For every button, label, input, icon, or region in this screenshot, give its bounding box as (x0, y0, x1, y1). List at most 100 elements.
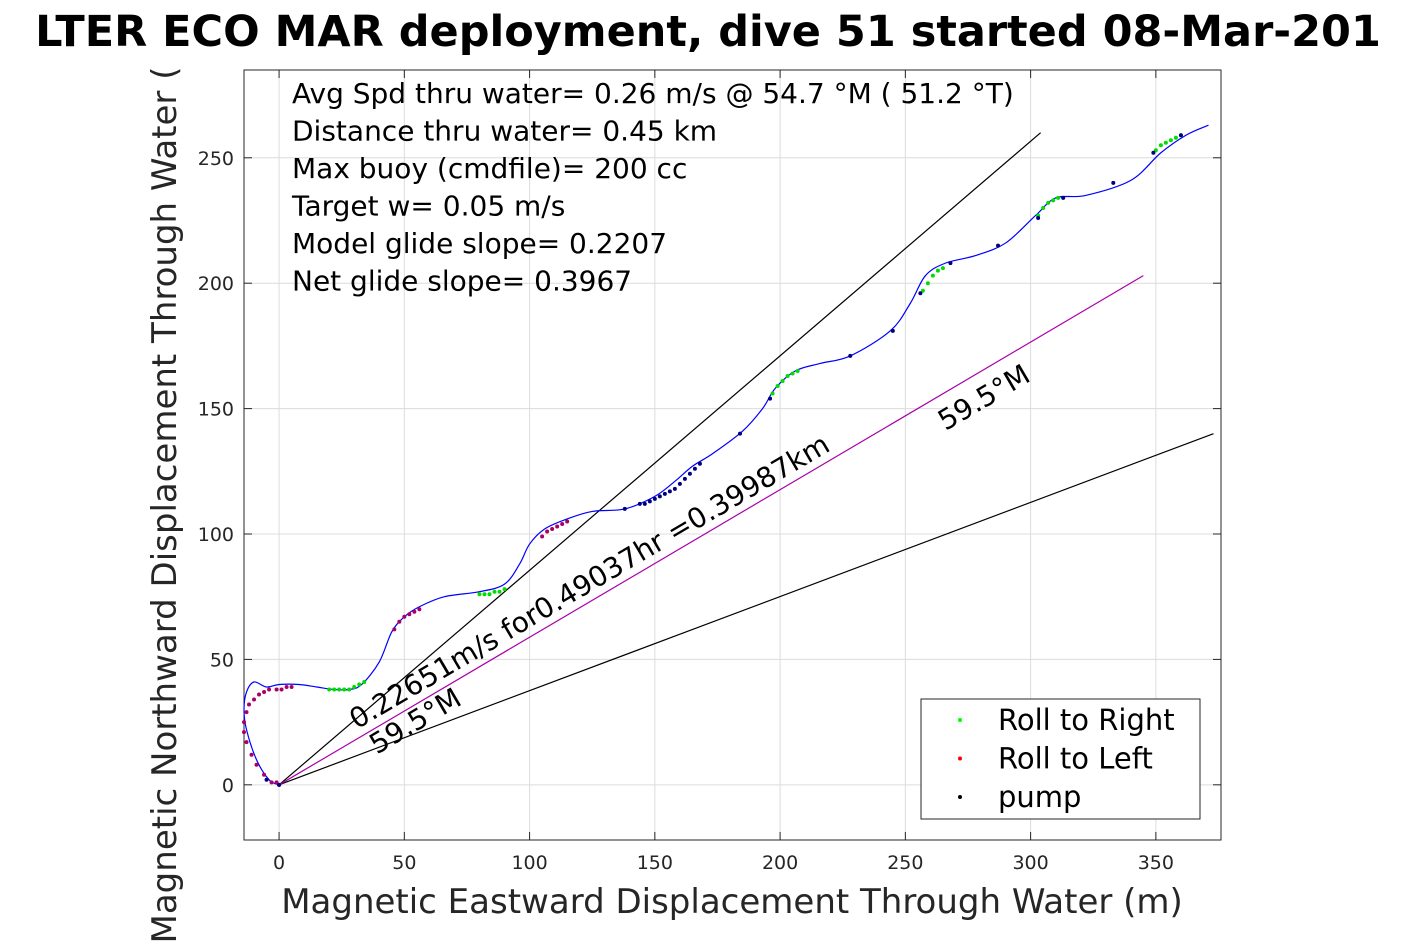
pump-point (1111, 180, 1116, 185)
pump-point (657, 494, 662, 499)
stat-line: Avg Spd thru water= 0.26 m/s @ 54.7 °M (… (292, 77, 1014, 110)
roll-to-right-point (337, 687, 342, 692)
annotation-label: 0.22651m/s for0.49037hr =0.39987km (344, 427, 836, 735)
pump-point (642, 501, 647, 506)
roll-to-right-point (357, 682, 362, 687)
roll-to-left-point (257, 692, 262, 697)
data-layer (242, 124, 1214, 787)
roll-to-right-point (502, 587, 507, 592)
legend-box (920, 698, 1201, 820)
y-axis-label: Magnetic Northward Displacement Through … (145, 67, 185, 944)
chart-title: LTER ECO MAR deployment, dive 51 started… (35, 7, 1381, 57)
pump-point (647, 499, 652, 504)
reference-line-2 (278, 433, 1214, 786)
stat-line: Distance thru water= 0.45 km (292, 115, 717, 148)
legend-entry: pump (998, 780, 1081, 814)
legend-marker (958, 718, 962, 722)
roll-to-right-point (770, 391, 775, 396)
legend-marker (958, 756, 962, 761)
roll-to-right-point (775, 384, 780, 389)
roll-to-right-point (790, 371, 795, 376)
x-tick-label: 200 (762, 852, 798, 874)
roll-to-left-point (242, 720, 246, 725)
roll-to-left-point (555, 524, 560, 529)
y-tick-label: 250 (198, 148, 234, 170)
roll-to-left-point (254, 762, 259, 767)
roll-to-left-point (244, 710, 249, 715)
pump-point (682, 476, 687, 481)
roll-to-left-point (249, 752, 254, 757)
pump-point (637, 501, 642, 506)
roll-to-left-point (244, 740, 249, 745)
pump-point (996, 243, 1001, 248)
legend: Roll to Right Roll to Left pump (920, 698, 1201, 820)
roll-to-left-point (565, 519, 570, 524)
roll-to-right-point (1158, 143, 1163, 148)
pump-point (692, 466, 697, 471)
roll-to-right-point (497, 589, 502, 594)
pump-point (697, 461, 702, 466)
pump-point (1151, 150, 1156, 155)
roll-to-right-point (780, 379, 785, 384)
roll-to-left-point (545, 529, 550, 534)
roll-to-left-point (247, 702, 252, 707)
roll-to-right-point (347, 687, 352, 692)
roll-to-left-point (289, 685, 294, 690)
pump-point (1061, 195, 1066, 200)
pump-point (1036, 215, 1041, 220)
roll-to-right-point (1051, 198, 1056, 203)
axes-box (243, 69, 1222, 841)
roll-to-right-point (477, 592, 482, 597)
y-tick-label: 0 (222, 775, 234, 797)
roll-to-left-point (269, 780, 274, 785)
glider-track-line (243, 124, 1209, 786)
roll-to-right-point (332, 687, 337, 692)
y-tick-label: 100 (198, 524, 234, 546)
roll-to-right-point (482, 592, 487, 597)
pump-point (277, 782, 282, 787)
roll-to-right-point (487, 592, 492, 597)
roll-to-right-point (1153, 148, 1158, 153)
legend-entry: Roll to Right (998, 703, 1175, 737)
pump-point (652, 496, 657, 501)
y-tick-label: 200 (198, 273, 234, 295)
x-tick-label: 150 (637, 852, 673, 874)
roll-to-right-point (785, 373, 790, 378)
x-tick-label: 50 (392, 852, 416, 874)
stat-line: Max buoy (cmdfile)= 200 cc (292, 152, 687, 185)
pump-point (662, 491, 667, 496)
roll-to-right-point (795, 368, 800, 373)
roll-to-right-point (492, 589, 497, 594)
roll-to-left-point (392, 627, 397, 632)
pump-point (1178, 133, 1183, 138)
stat-line: Model glide slope= 0.2207 (292, 227, 667, 260)
y-tick-label: 150 (198, 399, 234, 421)
x-tick-label: 100 (511, 852, 547, 874)
roll-to-right-point (920, 288, 925, 293)
roll-to-right-point (935, 268, 940, 273)
roll-to-right-point (1041, 205, 1046, 210)
pump-point (738, 431, 743, 436)
roll-to-left-point (274, 780, 279, 785)
reference-line-3 (278, 275, 1144, 786)
pump-point (622, 506, 627, 511)
roll-to-right-point (940, 266, 945, 271)
roll-to-right-point (925, 281, 930, 286)
roll-to-left-point (274, 687, 279, 692)
roll-to-right-point (1163, 140, 1168, 145)
roll-to-left-point (262, 690, 267, 695)
pump-point (677, 481, 682, 486)
stats-text-block: Avg Spd thru water= 0.26 m/s @ 54.7 °M (… (291, 77, 1014, 298)
legend-marker (958, 795, 962, 799)
x-tick-label: 0 (273, 852, 285, 874)
roll-to-left-point (412, 609, 417, 614)
roll-to-left-point (267, 687, 272, 692)
roll-to-right-point (1056, 195, 1061, 200)
roll-to-right-point (1173, 135, 1178, 140)
pump-point (918, 291, 923, 296)
x-tick-label: 350 (1138, 852, 1174, 874)
roll-to-left-point (262, 772, 267, 777)
roll-to-right-point (362, 679, 367, 684)
pump-point (672, 486, 677, 491)
roll-to-right-point (342, 687, 347, 692)
